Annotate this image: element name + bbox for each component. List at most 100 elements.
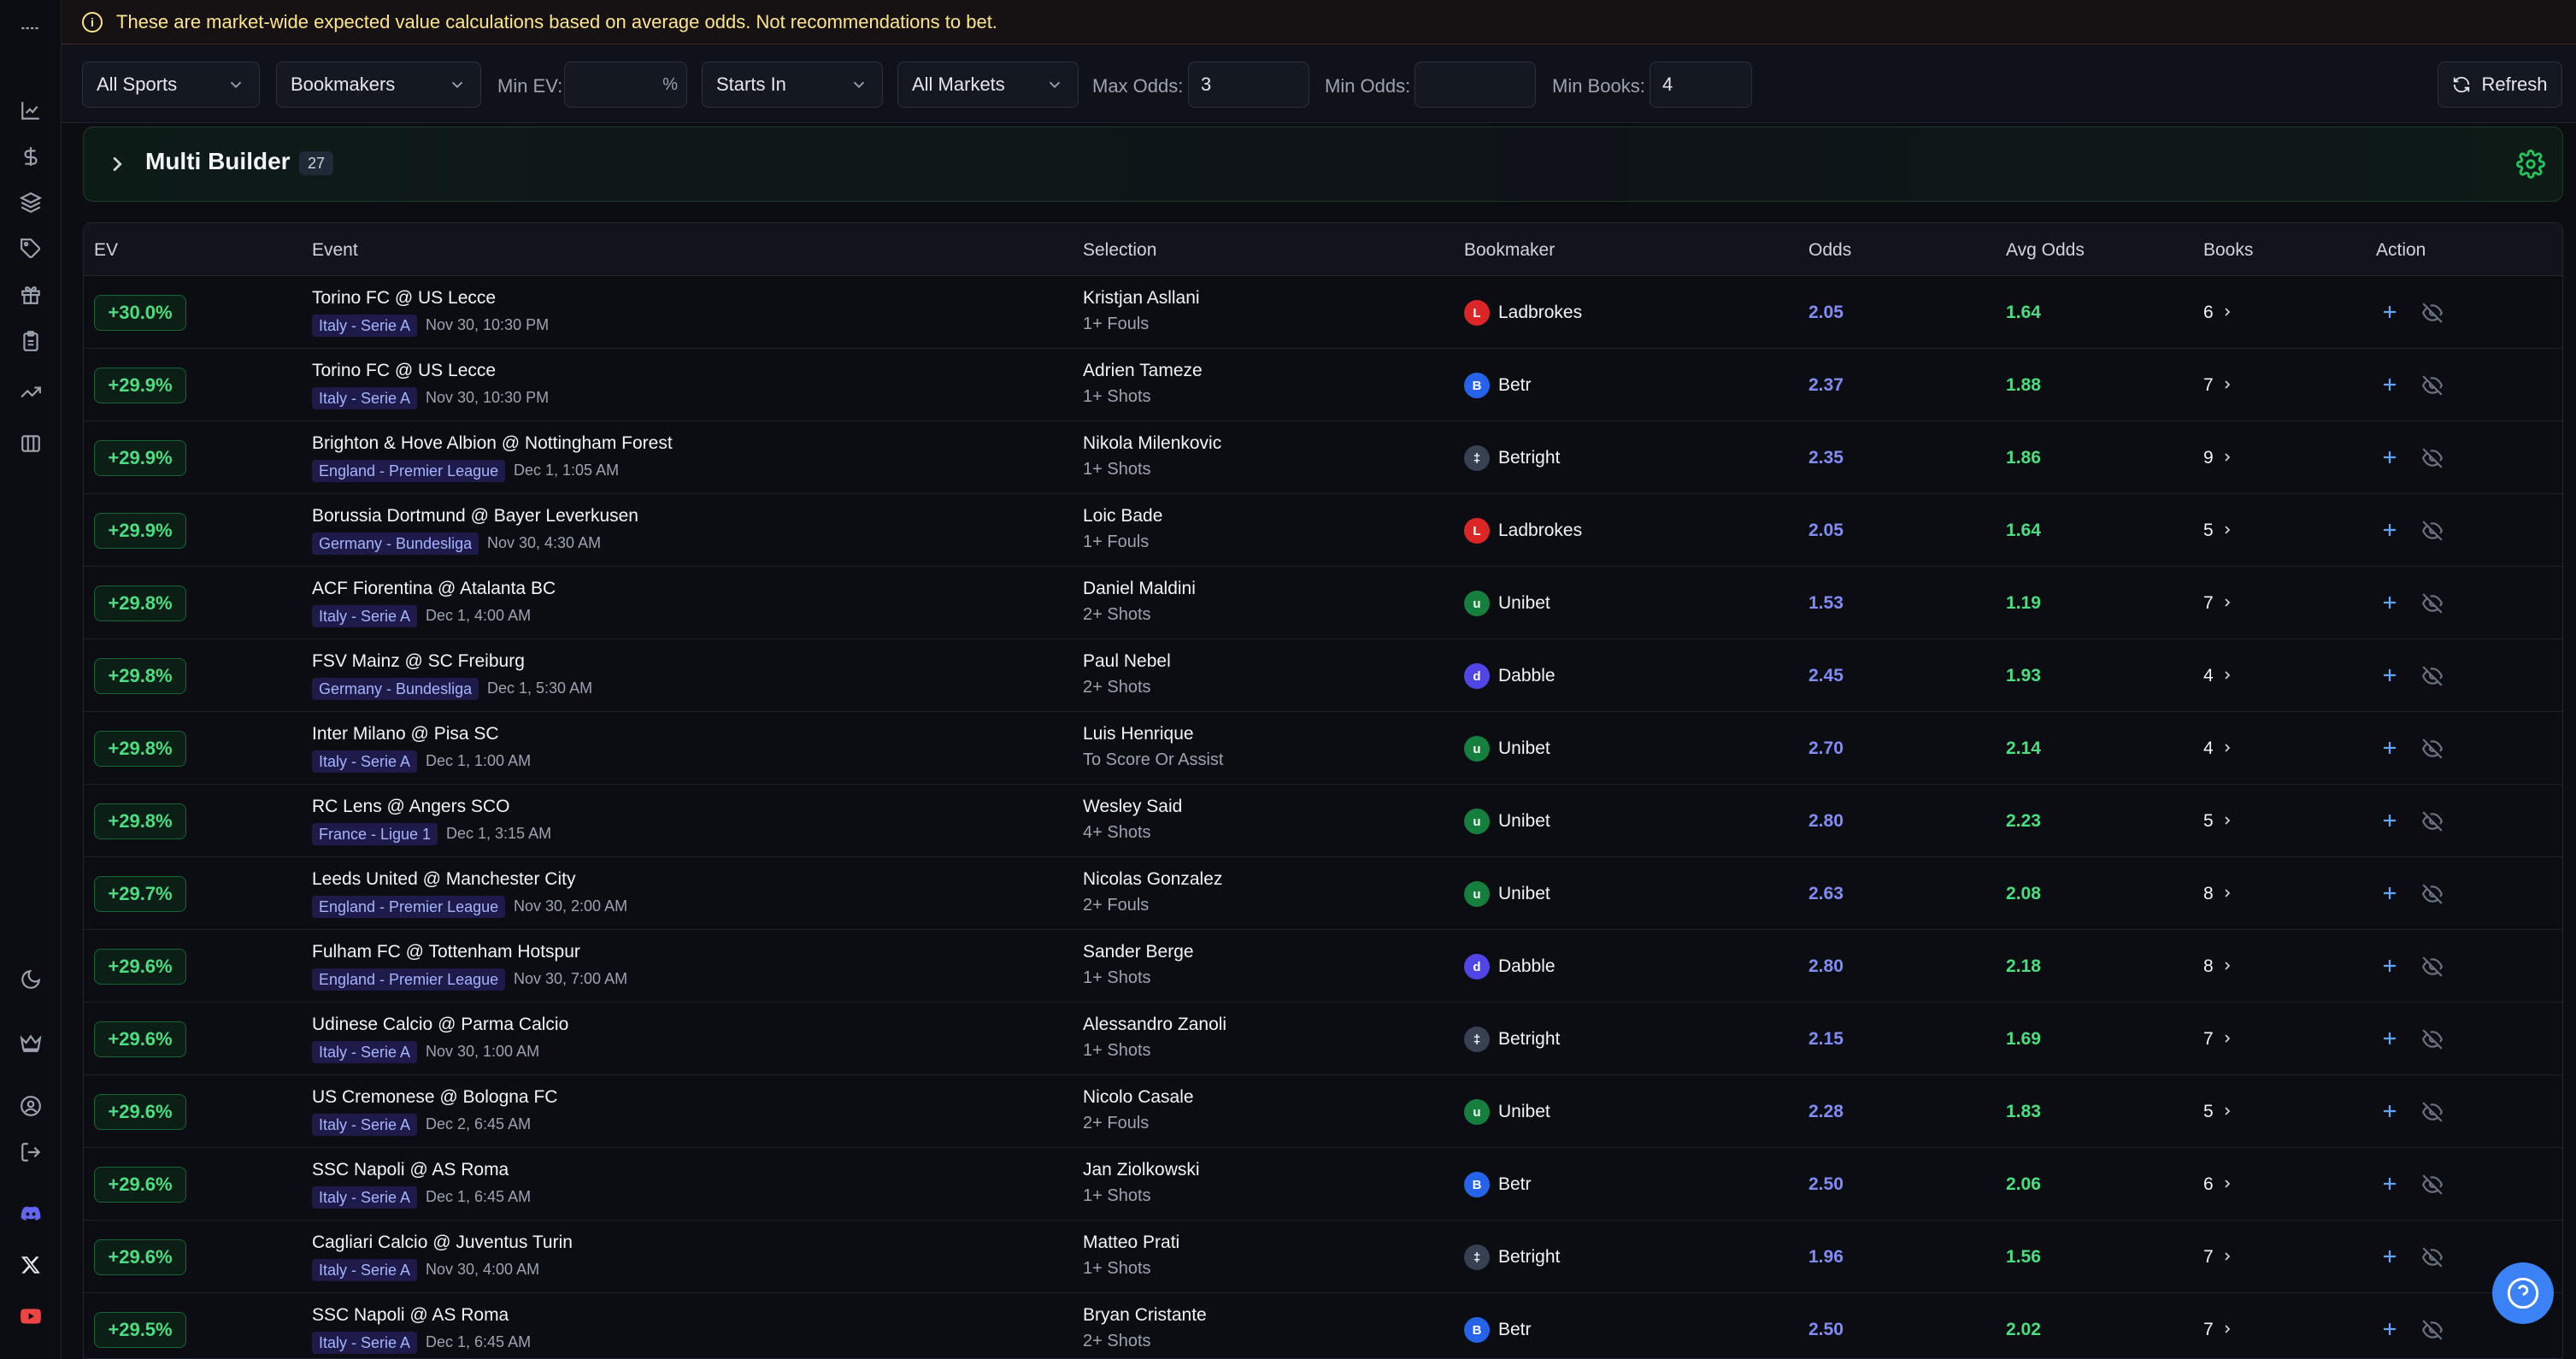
books-count[interactable]: 7 — [2203, 1029, 2214, 1049]
chevron-right-icon[interactable] — [2220, 886, 2234, 900]
min-ev-input[interactable]: % — [564, 62, 687, 108]
add-to-multi-icon[interactable] — [2379, 302, 2400, 322]
hide-eye-off-icon[interactable] — [2421, 374, 2444, 397]
column-header-bookmaker[interactable]: Bookmaker — [1464, 240, 1556, 260]
chevron-right-icon[interactable] — [2220, 523, 2234, 537]
books-count[interactable]: 7 — [2203, 1320, 2214, 1339]
table-row[interactable]: +29.8% ACF Fiorentina @ Atalanta BC Italy … — [84, 567, 2562, 639]
add-to-multi-icon[interactable] — [2379, 520, 2400, 540]
books-count[interactable]: 6 — [2203, 303, 2214, 322]
hide-eye-off-icon[interactable] — [2421, 1319, 2444, 1341]
hide-eye-off-icon[interactable] — [2421, 956, 2444, 978]
chevron-right-icon[interactable] — [104, 151, 130, 177]
books-count[interactable]: 4 — [2203, 666, 2214, 685]
moon-icon[interactable] — [15, 964, 46, 995]
trending-up-icon[interactable] — [15, 377, 46, 408]
columns-icon[interactable] — [15, 428, 46, 459]
chevron-right-icon[interactable] — [2220, 596, 2234, 609]
hide-eye-off-icon[interactable] — [2421, 592, 2444, 615]
help-button[interactable] — [2492, 1262, 2554, 1324]
table-row[interactable]: +29.9% Brighton & Hove Albion @ Nottingha… — [84, 421, 2562, 494]
gift-icon[interactable] — [15, 279, 46, 310]
table-row[interactable]: +29.8% FSV Mainz @ SC Freiburg Germany - B… — [84, 639, 2562, 712]
hide-eye-off-icon[interactable] — [2421, 665, 2444, 687]
hide-eye-off-icon[interactable] — [2421, 810, 2444, 832]
books-count[interactable]: 7 — [2203, 375, 2214, 395]
add-to-multi-icon[interactable] — [2379, 374, 2400, 395]
books-count[interactable]: 8 — [2203, 956, 2214, 976]
hide-eye-off-icon[interactable] — [2421, 520, 2444, 542]
user-circle-icon[interactable] — [15, 1091, 46, 1121]
books-count[interactable]: 8 — [2203, 884, 2214, 903]
column-header-selection[interactable]: Selection — [1083, 240, 1157, 260]
crown-icon[interactable] — [15, 1027, 46, 1058]
chevron-right-icon[interactable] — [2220, 668, 2234, 682]
chevron-right-icon[interactable] — [2220, 450, 2234, 464]
clipboard-icon[interactable] — [15, 326, 46, 356]
youtube-icon[interactable] — [15, 1301, 46, 1332]
books-count[interactable]: 4 — [2203, 738, 2214, 758]
sports-select[interactable]: All Sports — [82, 62, 260, 108]
add-to-multi-icon[interactable] — [2379, 1246, 2400, 1267]
table-row[interactable]: +29.6% SSC Napoli @ AS Roma Italy - Serie … — [84, 1148, 2562, 1221]
chart-icon[interactable] — [15, 95, 46, 126]
chevron-right-icon[interactable] — [2220, 1032, 2234, 1045]
refresh-button[interactable]: Refresh — [2438, 62, 2562, 108]
tag-icon[interactable] — [15, 233, 46, 264]
hide-eye-off-icon[interactable] — [2421, 447, 2444, 469]
chevron-right-icon[interactable] — [2220, 378, 2234, 391]
max-odds-input[interactable]: 3 — [1188, 62, 1309, 108]
books-count[interactable]: 5 — [2203, 811, 2214, 831]
table-row[interactable]: +29.6% Udinese Calcio @ Parma Calcio Italy… — [84, 1003, 2562, 1075]
add-to-multi-icon[interactable] — [2379, 738, 2400, 758]
hide-eye-off-icon[interactable] — [2421, 883, 2444, 905]
add-to-multi-icon[interactable] — [2379, 810, 2400, 831]
min-books-input[interactable]: 4 — [1650, 62, 1752, 108]
markets-select[interactable]: All Markets — [897, 62, 1079, 108]
add-to-multi-icon[interactable] — [2379, 1028, 2400, 1049]
x-twitter-icon[interactable] — [15, 1250, 46, 1280]
add-to-multi-icon[interactable] — [2379, 447, 2400, 468]
chevron-right-icon[interactable] — [2220, 1322, 2234, 1336]
add-to-multi-icon[interactable] — [2379, 592, 2400, 613]
chevron-right-icon[interactable] — [2220, 1250, 2234, 1263]
logout-icon[interactable] — [15, 1137, 46, 1168]
table-row[interactable]: +29.7% Leeds United @ Manchester City Engl… — [84, 857, 2562, 930]
hide-eye-off-icon[interactable] — [2421, 302, 2444, 324]
add-to-multi-icon[interactable] — [2379, 1101, 2400, 1121]
add-to-multi-icon[interactable] — [2379, 883, 2400, 903]
table-row[interactable]: +29.8% RC Lens @ Angers SCO France - Ligue… — [84, 785, 2562, 857]
hide-eye-off-icon[interactable] — [2421, 738, 2444, 760]
hide-eye-off-icon[interactable] — [2421, 1028, 2444, 1050]
books-count[interactable]: 5 — [2203, 1102, 2214, 1121]
column-header-books[interactable]: Books — [2203, 240, 2254, 260]
books-count[interactable]: 7 — [2203, 1247, 2214, 1267]
min-odds-input[interactable] — [1414, 62, 1536, 108]
table-row[interactable]: +29.6% Cagliari Calcio @ Juventus Turin It… — [84, 1221, 2562, 1293]
table-row[interactable]: +29.9% Borussia Dortmund @ Bayer Leverkus… — [84, 494, 2562, 567]
chevron-right-icon[interactable] — [2220, 1104, 2234, 1118]
books-count[interactable]: 6 — [2203, 1174, 2214, 1194]
chevron-right-icon[interactable] — [2220, 305, 2234, 319]
hide-eye-off-icon[interactable] — [2421, 1101, 2444, 1123]
column-header-ev[interactable]: EV — [94, 240, 119, 260]
books-count[interactable]: 9 — [2203, 448, 2214, 468]
table-row[interactable]: +29.6% Fulham FC @ Tottenham Hotspur Engla… — [84, 930, 2562, 1003]
chevron-right-icon[interactable] — [2220, 814, 2234, 827]
chevron-right-icon[interactable] — [2220, 1177, 2234, 1191]
column-header-event[interactable]: Event — [312, 240, 358, 260]
add-to-multi-icon[interactable] — [2379, 1319, 2400, 1339]
books-count[interactable]: 5 — [2203, 521, 2214, 540]
starts-in-select[interactable]: Starts In — [702, 62, 883, 108]
hide-eye-off-icon[interactable] — [2421, 1246, 2444, 1268]
table-row[interactable]: +29.5% SSC Napoli @ AS Roma Italy - Serie … — [84, 1293, 2562, 1358]
add-to-multi-icon[interactable] — [2379, 665, 2400, 685]
dollar-icon[interactable] — [15, 141, 46, 172]
gear-icon[interactable] — [2516, 150, 2545, 179]
multi-builder-panel[interactable]: Multi Builder 27 — [83, 126, 2563, 202]
add-to-multi-icon[interactable] — [2379, 956, 2400, 976]
discord-icon[interactable] — [15, 1198, 46, 1229]
chevron-right-icon[interactable] — [2220, 741, 2234, 755]
column-header-avg-odds[interactable]: Avg Odds — [2006, 240, 2085, 260]
books-count[interactable]: 7 — [2203, 593, 2214, 613]
